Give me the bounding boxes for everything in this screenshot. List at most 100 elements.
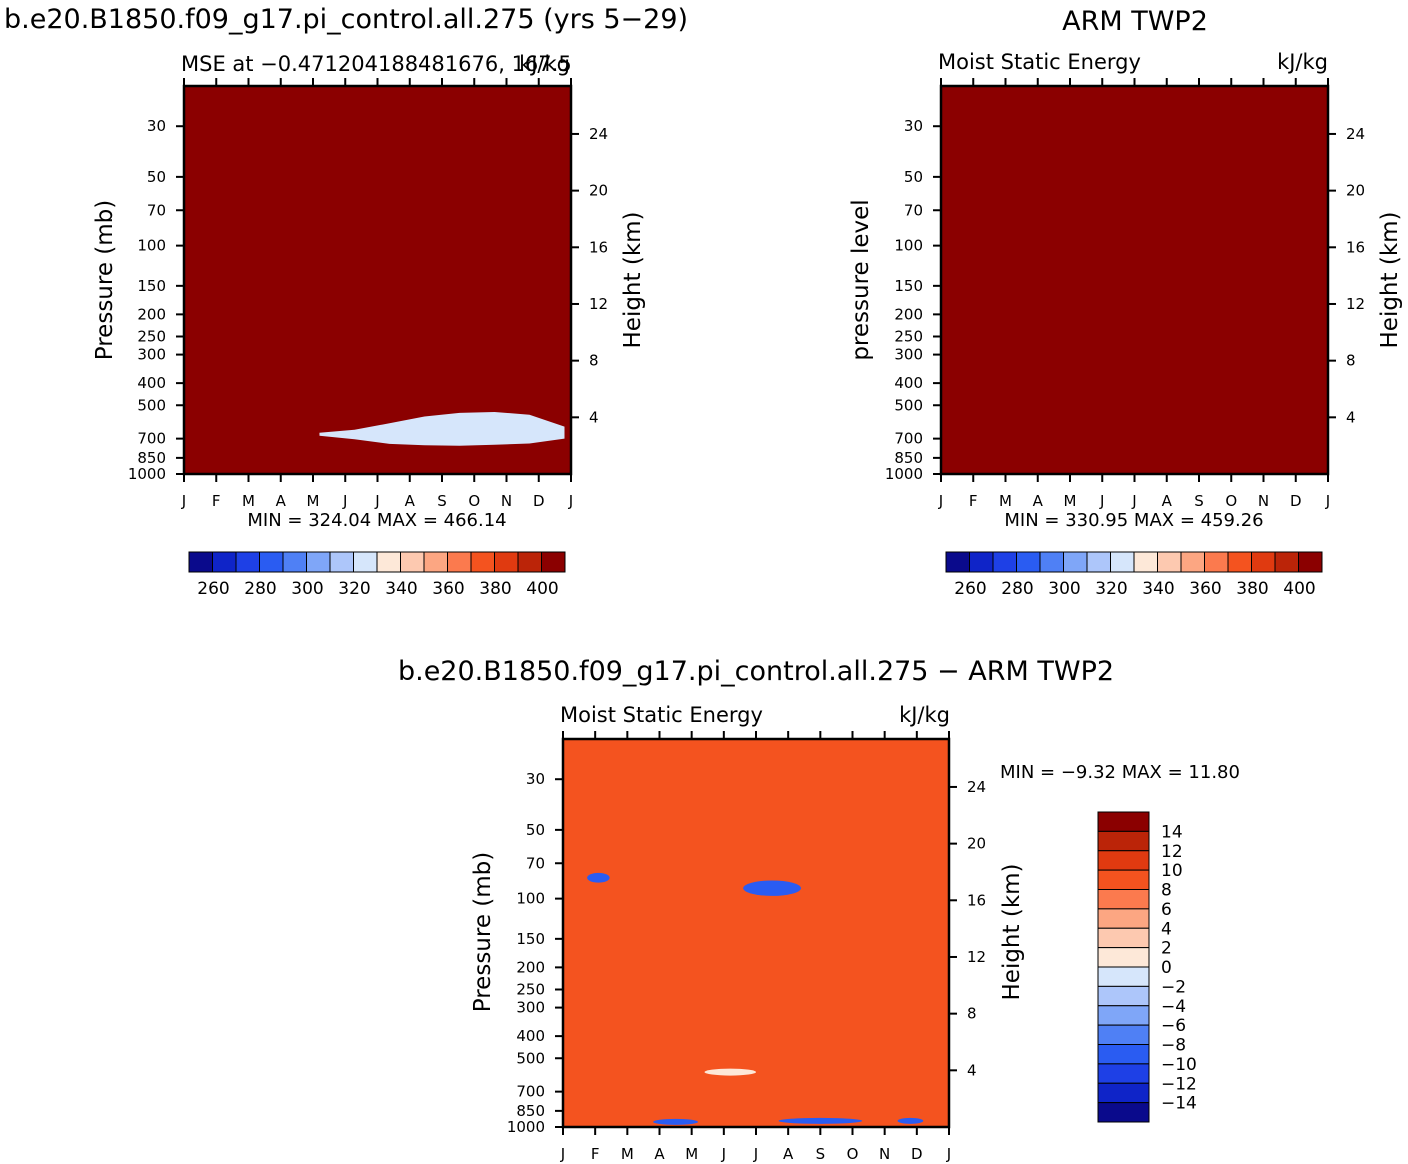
difference-colorbar-box-10 bbox=[1097, 1005, 1150, 1026]
model-plabel-8: 400 bbox=[137, 374, 166, 392]
model-colorbar-box-8 bbox=[376, 551, 401, 573]
model-hlabel-4: 8 bbox=[589, 352, 599, 370]
obs-xlabel-11: D bbox=[1290, 492, 1302, 510]
model-plabel-3: 100 bbox=[137, 237, 166, 255]
obs-plabel-11: 850 bbox=[894, 449, 923, 467]
model-colorbar-label-3: 320 bbox=[338, 579, 370, 599]
diff-units: kJ/kg bbox=[899, 703, 950, 727]
obs-plabel-8: 400 bbox=[894, 374, 923, 392]
model-xlabel-5: J bbox=[342, 492, 347, 510]
obs-colorbar-label-5: 360 bbox=[1189, 579, 1221, 599]
difference-colorbar-label-3: 8 bbox=[1161, 881, 1172, 901]
obs-xlabel-3: A bbox=[1033, 492, 1044, 510]
difference-colorbar-box-12 bbox=[1097, 1044, 1150, 1065]
difference-xlabel-4: M bbox=[685, 1145, 698, 1163]
model-colorbar-label-2: 300 bbox=[291, 579, 323, 599]
difference-colorbar-box-1 bbox=[1097, 830, 1150, 852]
model-plabel-11: 850 bbox=[137, 449, 166, 467]
model-xlabel-9: O bbox=[468, 492, 480, 510]
difference-colorbar-label-13: −12 bbox=[1161, 1074, 1197, 1094]
model-plabel-1: 50 bbox=[147, 168, 166, 186]
difference-band-15 bbox=[563, 739, 949, 1127]
model-hlabel-5: 4 bbox=[589, 408, 599, 426]
obs-xlabel-12: J bbox=[1325, 492, 1330, 510]
obs-plabel-7: 300 bbox=[894, 346, 923, 364]
obs-xlabel-5: J bbox=[1099, 492, 1104, 510]
model-xlabel-10: N bbox=[501, 492, 512, 510]
obs-hlabel-1: 20 bbox=[1346, 182, 1365, 200]
difference-xlabel-1: F bbox=[591, 1145, 600, 1163]
obs-band-7 bbox=[941, 86, 1328, 474]
obs-colorbar-label-0: 260 bbox=[954, 579, 986, 599]
model-left-label: MSE at −0.471204188481676, 167.5 bbox=[181, 52, 572, 76]
obs-xlabel-4: M bbox=[1064, 492, 1077, 510]
difference-colorbar-label-1: 12 bbox=[1161, 842, 1183, 862]
model-colorbar: 260 280 300 320 340 360 380 400 bbox=[188, 551, 566, 599]
difference-xlabel-2: M bbox=[621, 1145, 634, 1163]
obs-plabel-12: 1000 bbox=[885, 465, 923, 483]
model-colorbar-box-2 bbox=[235, 551, 260, 573]
obs-colorbar: 260 280 300 320 340 360 380 400 bbox=[945, 551, 1323, 599]
obs-plabel-5: 200 bbox=[894, 305, 923, 323]
model-colorbar-box-4 bbox=[282, 551, 307, 573]
model-y2label: Height (km) bbox=[620, 211, 646, 348]
difference-xlabel-9: O bbox=[847, 1145, 859, 1163]
obs-plabel-3: 100 bbox=[894, 237, 923, 255]
difference-colorbar-label-12: −10 bbox=[1161, 1055, 1197, 1075]
model-colorbar-box-0 bbox=[188, 551, 213, 573]
difference-colorbar-box-2 bbox=[1097, 850, 1150, 871]
model-hlabel-3: 12 bbox=[589, 295, 608, 313]
model-units: kJ/kg bbox=[519, 52, 570, 76]
difference-colorbar-box-13 bbox=[1097, 1063, 1150, 1084]
difference-xlabel-3: A bbox=[654, 1145, 665, 1163]
obs-xlabel-2: M bbox=[999, 492, 1012, 510]
model-xlabel-11: D bbox=[533, 492, 545, 510]
difference-colorbar-label-11: −8 bbox=[1161, 1036, 1186, 1056]
difference-colorbar-box-5 bbox=[1097, 908, 1150, 929]
diff-stats: MIN = −9.32 MAX = 11.80 bbox=[1000, 762, 1240, 783]
difference-colorbar-box-7 bbox=[1097, 947, 1150, 968]
model-plabel-7: 300 bbox=[137, 346, 166, 364]
difference-plabel-9: 500 bbox=[516, 1049, 545, 1067]
difference-xlabel-8: S bbox=[816, 1145, 826, 1163]
model-plabel-9: 500 bbox=[137, 396, 166, 414]
model-hlabel-1: 20 bbox=[589, 182, 608, 200]
obs-y2label: Height (km) bbox=[1377, 211, 1403, 348]
obs-colorbar-box-6 bbox=[1086, 551, 1111, 573]
obs-hlabel-2: 16 bbox=[1346, 238, 1365, 256]
difference-hlabel-3: 12 bbox=[967, 948, 986, 966]
model-plabel-0: 30 bbox=[147, 117, 166, 135]
difference-patch-3 bbox=[897, 1117, 924, 1124]
obs-xlabel-8: S bbox=[1194, 492, 1204, 510]
model-colorbar-label-5: 360 bbox=[432, 579, 464, 599]
difference-patch-4 bbox=[743, 880, 802, 896]
model-ylabel: Pressure (mb) bbox=[92, 200, 118, 360]
obs-stats: MIN = 330.95 MAX = 459.26 bbox=[1004, 510, 1263, 531]
obs-xlabel-6: J bbox=[1131, 492, 1136, 510]
model-colorbar-label-7: 400 bbox=[526, 579, 558, 599]
diff-ylabel: Pressure (mb) bbox=[470, 852, 496, 1012]
model-xlabel-7: A bbox=[405, 492, 416, 510]
model-plabel-2: 70 bbox=[147, 201, 166, 219]
difference-plabel-1: 50 bbox=[526, 821, 545, 839]
model-colorbar-box-13 bbox=[494, 551, 519, 573]
model-xlabel-8: S bbox=[437, 492, 447, 510]
difference-plabel-4: 150 bbox=[516, 930, 545, 948]
difference-patch-5 bbox=[704, 1068, 756, 1076]
model-colorbar-box-12 bbox=[470, 551, 495, 573]
difference-hlabel-5: 4 bbox=[967, 1061, 977, 1079]
difference-patch-0 bbox=[587, 872, 610, 883]
model-colorbar-label-1: 280 bbox=[244, 579, 276, 599]
obs-left-label: Moist Static Energy bbox=[938, 50, 1141, 74]
obs-colorbar-box-0 bbox=[945, 551, 970, 573]
obs-plabel-0: 30 bbox=[904, 117, 923, 135]
difference-colorbar-label-0: 14 bbox=[1161, 822, 1183, 842]
difference-colorbar-box-8 bbox=[1097, 966, 1150, 987]
difference-colorbar-box-0 bbox=[1097, 811, 1150, 832]
model-xlabel-1: F bbox=[212, 492, 221, 510]
model-plabel-12: 1000 bbox=[128, 465, 166, 483]
model-stats: MIN = 324.04 MAX = 466.14 bbox=[247, 510, 506, 531]
